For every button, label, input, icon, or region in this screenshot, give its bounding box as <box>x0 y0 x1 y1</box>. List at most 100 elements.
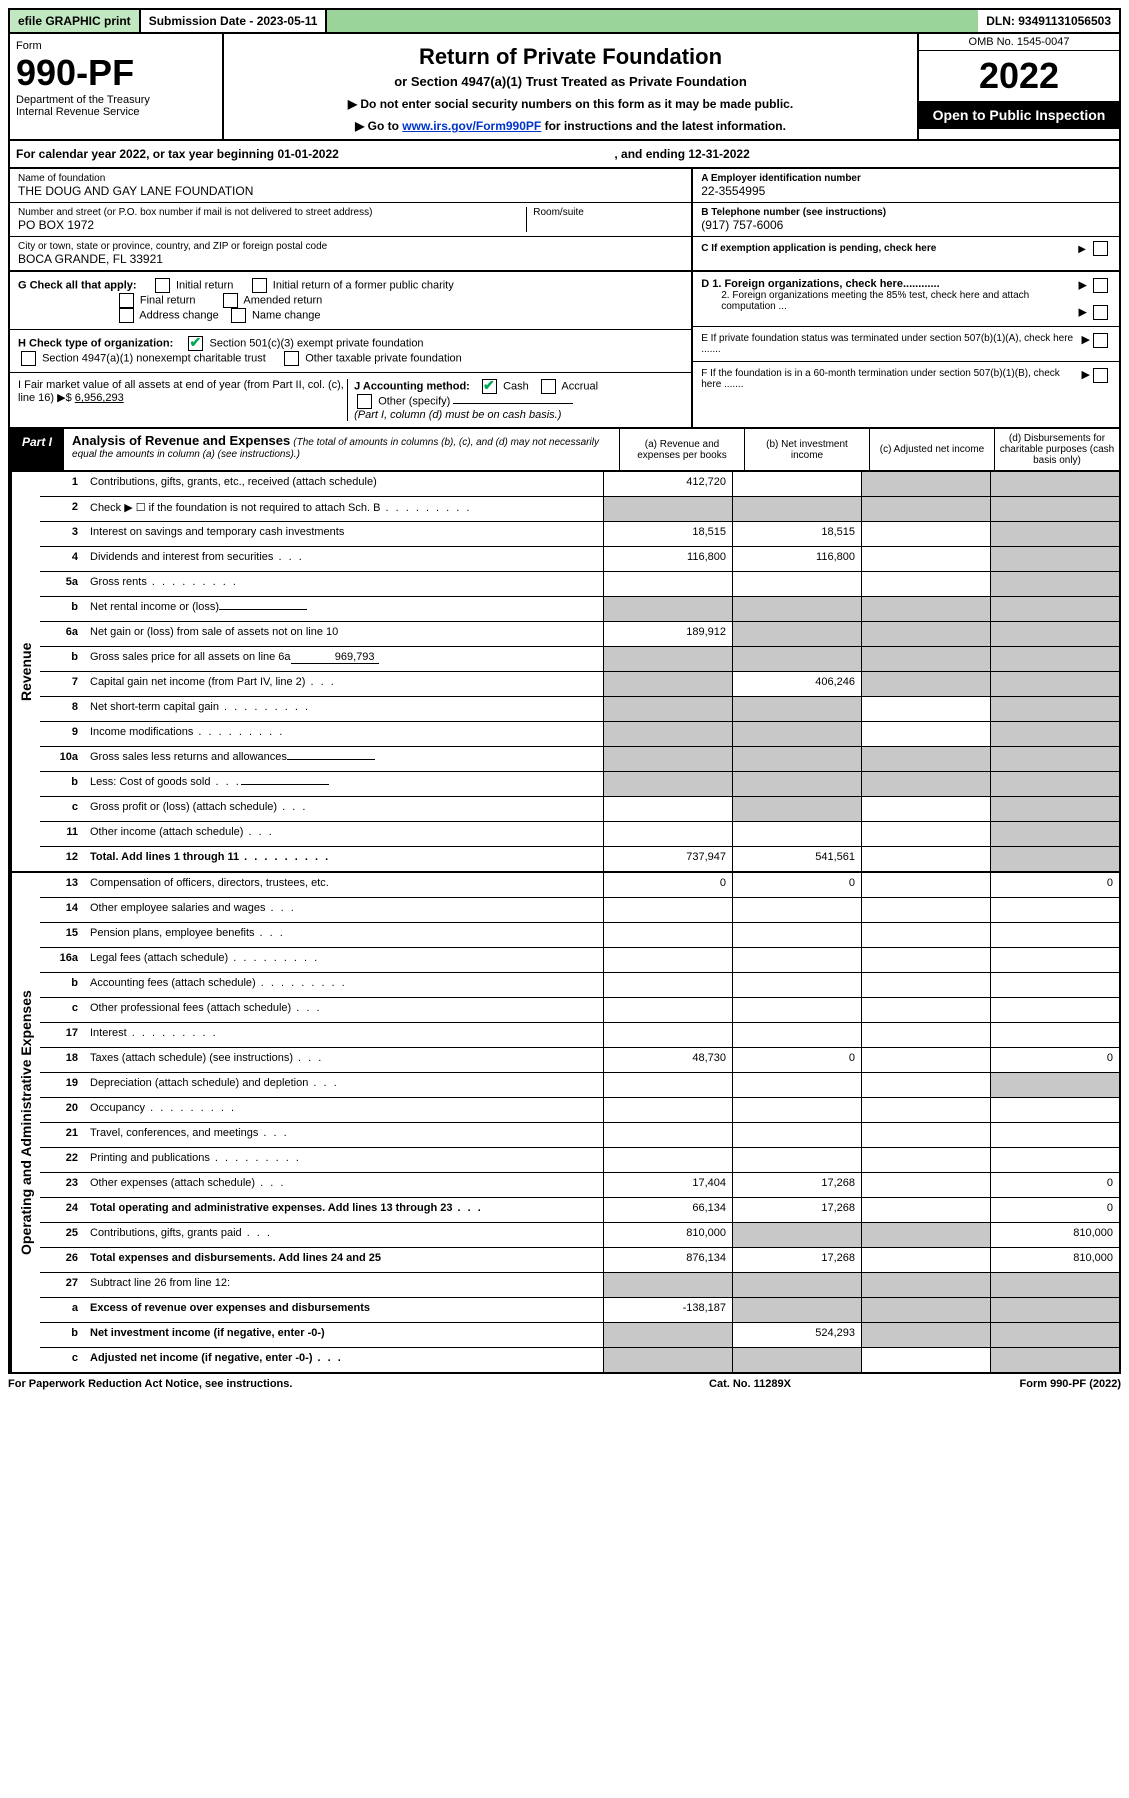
arrow-icon: ▶ <box>1082 333 1090 355</box>
col-c-cell <box>861 772 990 796</box>
col-c-cell <box>861 622 990 646</box>
revenue-table: Revenue 1Contributions, gifts, grants, e… <box>8 472 1121 873</box>
d2-label: 2. Foreign organizations meeting the 85%… <box>701 290 1078 312</box>
d1-cb[interactable] <box>1093 278 1108 293</box>
d-row: D 1. Foreign organizations, check here..… <box>693 272 1119 327</box>
row-number: 5a <box>40 572 84 596</box>
c-checkbox[interactable] <box>1093 241 1108 256</box>
g-name-cb[interactable] <box>231 308 246 323</box>
g-address: Address change <box>139 309 219 321</box>
j-cash: Cash <box>503 380 529 392</box>
row-number: 20 <box>40 1098 84 1122</box>
open-public: Open to Public Inspection <box>919 101 1119 129</box>
i-label: I Fair market value of all assets at end… <box>18 379 344 404</box>
row-number: 23 <box>40 1173 84 1197</box>
col-d-cell <box>990 948 1119 972</box>
g-initial-cb[interactable] <box>155 278 170 293</box>
e-cb[interactable] <box>1093 333 1108 348</box>
row-number: 16a <box>40 948 84 972</box>
col-b-header: (b) Net investment income <box>744 429 869 470</box>
h-other: Other taxable private foundation <box>305 352 462 364</box>
e-row: E If private foundation status was termi… <box>693 327 1119 362</box>
foundation-name: THE DOUG AND GAY LANE FOUNDATION <box>18 184 683 198</box>
j-other-cb[interactable] <box>357 394 372 409</box>
row-number: 21 <box>40 1123 84 1147</box>
h-4947-cb[interactable] <box>21 351 36 366</box>
table-row: 23Other expenses (attach schedule)17,404… <box>40 1173 1119 1198</box>
col-d-cell <box>990 622 1119 646</box>
row-number: 12 <box>40 847 84 871</box>
row-number: b <box>40 1323 84 1347</box>
j-note: (Part I, column (d) must be on cash basi… <box>354 409 561 421</box>
col-c-cell <box>861 873 990 897</box>
g-address-cb[interactable] <box>119 308 134 323</box>
instr-pre: ▶ Go to <box>355 119 402 133</box>
col-b-cell <box>732 697 861 721</box>
row-label: Total expenses and disbursements. Add li… <box>84 1248 603 1272</box>
table-row: 4Dividends and interest from securities1… <box>40 547 1119 572</box>
col-b-cell <box>732 597 861 621</box>
table-row: bNet rental income or (loss) <box>40 597 1119 622</box>
col-d-cell <box>990 1273 1119 1297</box>
col-a-header: (a) Revenue and expenses per books <box>619 429 744 470</box>
col-c-cell <box>861 497 990 521</box>
table-row: 15Pension plans, employee benefits <box>40 923 1119 948</box>
f-cb[interactable] <box>1093 368 1108 383</box>
row-number: b <box>40 647 84 671</box>
col-b-cell: 116,800 <box>732 547 861 571</box>
arrow-icon <box>1078 243 1086 255</box>
h-other-cb[interactable] <box>284 351 299 366</box>
col-d-cell <box>990 597 1119 621</box>
col-c-cell <box>861 898 990 922</box>
table-row: 20Occupancy <box>40 1098 1119 1123</box>
col-d-cell: 0 <box>990 1173 1119 1197</box>
col-c-cell <box>861 1023 990 1047</box>
j-cash-cb[interactable] <box>482 379 497 394</box>
efile-print[interactable]: efile GRAPHIC print <box>10 10 141 32</box>
col-b-cell <box>732 1223 861 1247</box>
col-a-cell <box>603 898 732 922</box>
j-accrual-cb[interactable] <box>541 379 556 394</box>
g-initial-former-cb[interactable] <box>252 278 267 293</box>
dln: DLN: 93491131056503 <box>978 10 1119 32</box>
g-final-cb[interactable] <box>119 293 134 308</box>
row-label: Adjusted net income (if negative, enter … <box>84 1348 603 1372</box>
cal-begin: For calendar year 2022, or tax year begi… <box>16 147 614 161</box>
row-number: 10a <box>40 747 84 771</box>
g-initial: Initial return <box>176 279 233 291</box>
row-label: Check ▶ ☐ if the foundation is not requi… <box>84 497 603 521</box>
row-label: Net rental income or (loss) <box>84 597 603 621</box>
row-number: 17 <box>40 1023 84 1047</box>
col-d-cell <box>990 497 1119 521</box>
col-c-cell <box>861 998 990 1022</box>
table-row: 1Contributions, gifts, grants, etc., rec… <box>40 472 1119 497</box>
col-a-cell <box>603 1023 732 1047</box>
i-value: 6,956,293 <box>75 392 124 404</box>
d2-cb[interactable] <box>1093 305 1108 320</box>
row-number: 15 <box>40 923 84 947</box>
col-c-cell <box>861 472 990 496</box>
row-number: 14 <box>40 898 84 922</box>
g-amended-cb[interactable] <box>223 293 238 308</box>
ein: 22-3554995 <box>701 184 1111 198</box>
row-number: 6a <box>40 622 84 646</box>
row-label: Total operating and administrative expen… <box>84 1198 603 1222</box>
table-row: 25Contributions, gifts, grants paid810,0… <box>40 1223 1119 1248</box>
col-d-cell <box>990 1123 1119 1147</box>
j-label: J Accounting method: <box>354 380 470 392</box>
col-d-cell <box>990 547 1119 571</box>
col-c-cell <box>861 1123 990 1147</box>
col-a-cell: 412,720 <box>603 472 732 496</box>
col-d-cell <box>990 1323 1119 1347</box>
c-label: C If exemption application is pending, c… <box>701 243 1074 254</box>
row-label: Gross sales less returns and allowances <box>84 747 603 771</box>
col-b-cell <box>732 1298 861 1322</box>
irs-link[interactable]: www.irs.gov/Form990PF <box>402 119 541 133</box>
spacer <box>327 10 978 32</box>
h-501c3-cb[interactable] <box>188 336 203 351</box>
instr-post: for instructions and the latest informat… <box>541 119 786 133</box>
col-a-cell <box>603 772 732 796</box>
row-number: 25 <box>40 1223 84 1247</box>
col-d-cell <box>990 772 1119 796</box>
calendar-year-row: For calendar year 2022, or tax year begi… <box>8 141 1121 169</box>
